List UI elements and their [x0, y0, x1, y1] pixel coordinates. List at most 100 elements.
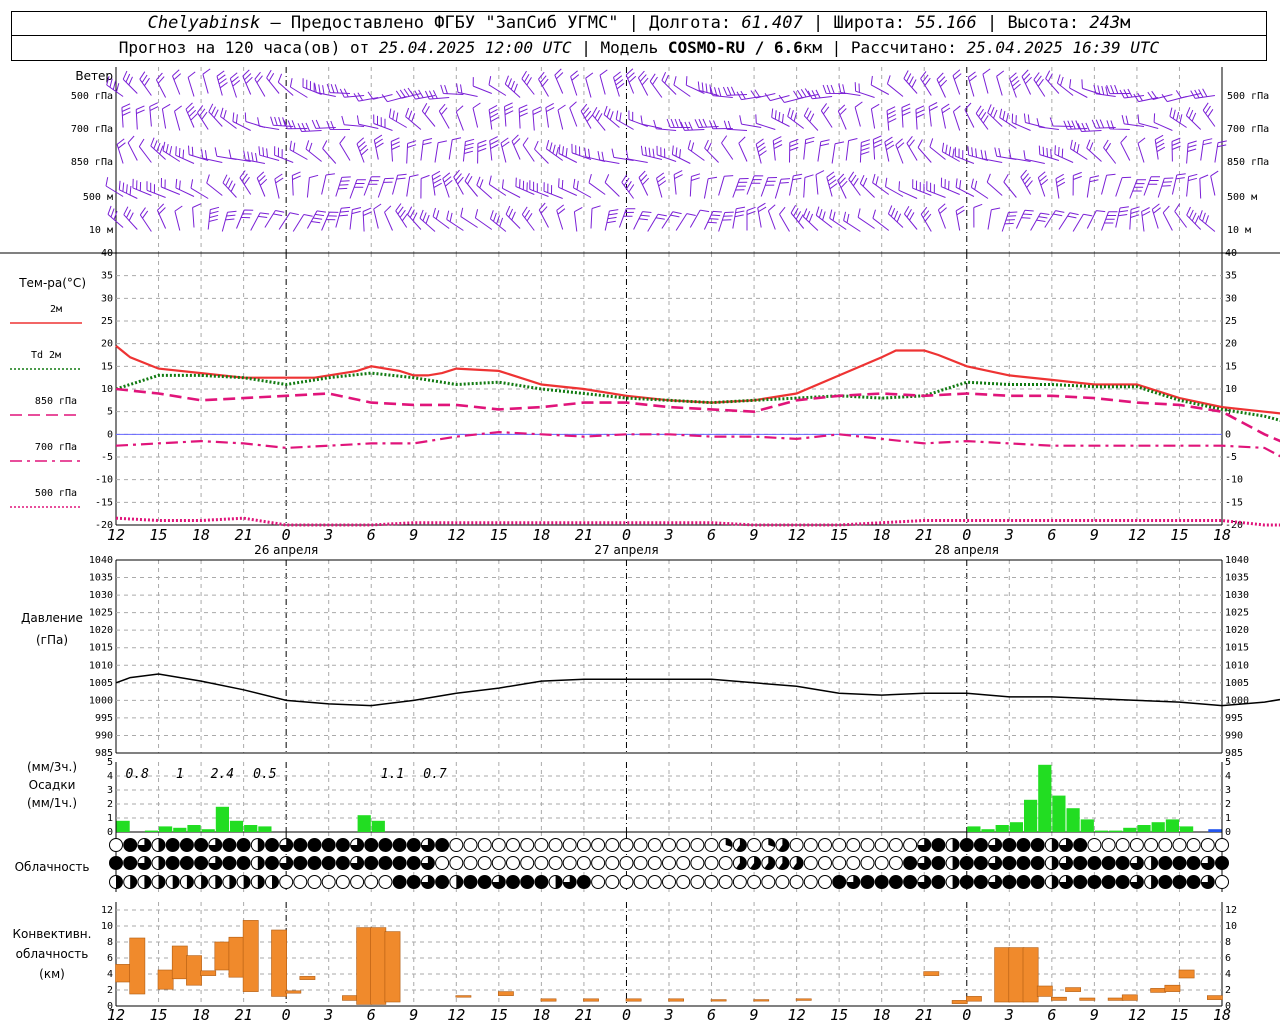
wind-barb — [1081, 79, 1102, 95]
wind-barb — [680, 121, 705, 131]
wind-barb — [928, 102, 938, 127]
cloud-symbol-fill — [257, 856, 265, 870]
wind-barb — [175, 178, 195, 197]
temp-legend-label: 500 гПа — [35, 488, 77, 499]
temp-tick-left: 40 — [101, 248, 113, 259]
cloud-symbol-fill — [1051, 875, 1059, 889]
forecast-prefix: Прогноз на 120 часа(ов) от — [118, 38, 370, 57]
wind-barb — [1198, 210, 1216, 232]
wind-barb — [1129, 206, 1140, 230]
cloud-symbol — [236, 838, 251, 852]
hour-label-top: 9 — [750, 526, 759, 544]
wind-barb — [1086, 139, 1102, 162]
wind-barb — [912, 179, 932, 196]
cloud-symbol — [123, 838, 138, 852]
precip-bar — [1009, 822, 1023, 832]
cloud-symbol — [973, 875, 988, 889]
wind-barb — [221, 210, 237, 232]
wind-barb — [845, 138, 858, 161]
temp-tick-left: 15 — [101, 361, 113, 372]
precip-bar — [1038, 764, 1052, 832]
wind-barb — [815, 206, 833, 228]
hour-label-bottom: 9 — [409, 1006, 418, 1024]
cloud-symbol-fill — [952, 875, 960, 889]
wind-barb — [321, 211, 339, 231]
wind-barb — [774, 178, 791, 199]
wind-barb — [156, 203, 167, 229]
cloud-symbol — [534, 856, 549, 870]
hour-label-bottom: 3 — [663, 1006, 673, 1024]
cloud-symbol — [676, 875, 691, 889]
wind-barb — [1011, 113, 1031, 131]
temp-tick-left: -5 — [101, 452, 113, 463]
convective-bar — [299, 976, 316, 980]
cloud-symbol — [265, 856, 279, 870]
latitude-value: 55.166 — [915, 13, 977, 33]
cloud-symbol — [818, 856, 832, 870]
header-title-bar: Chelyabinsk — Предоставлено ФГБУ "ЗапСиб… — [11, 11, 1267, 36]
cloud-symbol-fill — [215, 875, 222, 889]
precip-bar — [173, 827, 187, 832]
cloud-symbol-fill — [456, 875, 463, 889]
cloud-symbol — [973, 856, 988, 870]
cloud-title: Облачность — [15, 860, 90, 874]
wind-barb — [132, 178, 152, 196]
wind-barb — [456, 83, 478, 97]
hour-label-bottom: 0 — [282, 1006, 291, 1024]
convective-panel: Конвективн. облачность (км) 12 12 10 10 8 8 6 6… — [13, 905, 1238, 1012]
wind-barb — [1106, 84, 1130, 95]
pressure-tick-left: 1025 — [89, 608, 113, 619]
wind-barb — [511, 134, 521, 160]
cloud-symbol — [931, 838, 946, 852]
wind-barb — [228, 149, 251, 162]
wind-barb — [815, 170, 825, 195]
cloud-symbol-fill — [1151, 875, 1158, 889]
wind-barb — [488, 76, 507, 96]
cloud-symbol — [435, 875, 450, 889]
wind-barb — [580, 103, 594, 129]
convective-bar — [1107, 997, 1124, 1001]
cloud-symbol — [1186, 856, 1201, 870]
wind-title: Ветер — [75, 69, 113, 83]
cloud-symbol — [392, 838, 407, 852]
cloud-symbol — [888, 856, 903, 870]
wind-barb — [419, 209, 436, 232]
hour-label-bottom: 21 — [235, 1006, 253, 1024]
cloud-symbol-fill — [988, 838, 1002, 852]
cloud-symbol — [633, 856, 648, 870]
cloud-symbol — [633, 875, 648, 889]
wind-barb — [790, 204, 805, 229]
wind-level-right: 10 м — [1227, 225, 1251, 236]
hour-label-top: 0 — [622, 526, 631, 544]
wind-barb — [760, 177, 778, 197]
precip-tick-right: 4 — [1225, 771, 1231, 782]
cloud-symbol-fill — [257, 838, 265, 852]
cloud-symbol — [888, 875, 903, 889]
cloud-symbol — [576, 875, 591, 889]
wind-barb — [500, 137, 510, 163]
wind-barb — [746, 206, 756, 231]
wind-barb — [649, 73, 663, 98]
hour-label-top: 18 — [192, 526, 210, 544]
precip-bar — [187, 825, 201, 832]
wind-barb — [274, 146, 294, 163]
cloud-symbol — [931, 856, 946, 870]
cloud-symbol — [605, 875, 620, 889]
cloud-symbol — [903, 856, 918, 870]
cloud-symbol-fill — [1051, 838, 1059, 852]
wind-barb — [538, 202, 549, 228]
wind-panel: Ветер 500 гПа 500 гПа 700 гПа 700 гПа 850 гП… — [71, 68, 1269, 236]
wind-barb — [254, 71, 266, 97]
wind-barb — [220, 107, 237, 129]
convective-tick-right: 4 — [1225, 969, 1231, 980]
convective-tick-left: 10 — [101, 921, 113, 932]
precip-bar — [1208, 829, 1222, 832]
cloud-symbol — [534, 838, 549, 852]
precip-bar — [1066, 808, 1080, 832]
wind-barb — [283, 120, 308, 130]
wind-barb — [854, 82, 875, 98]
cloud-symbol — [775, 875, 790, 889]
precip-bar — [229, 820, 244, 832]
wind-barb — [1072, 171, 1082, 196]
wind-barb — [504, 102, 514, 127]
